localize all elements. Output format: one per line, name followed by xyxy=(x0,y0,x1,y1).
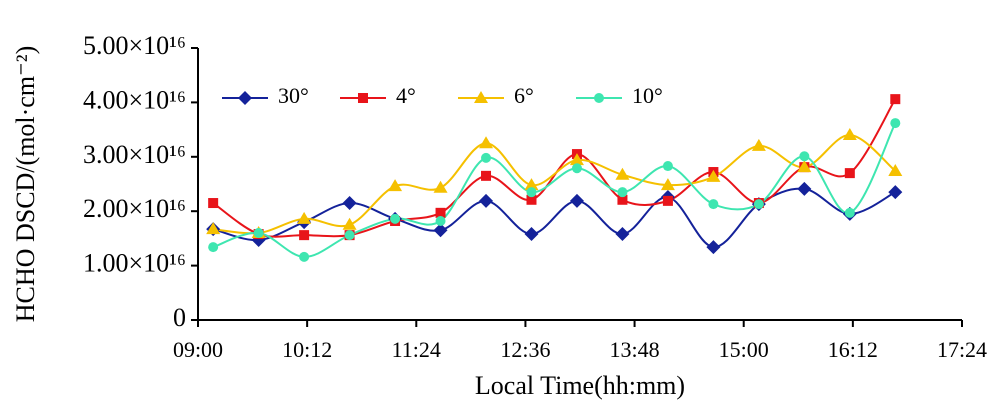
legend-label: 6° xyxy=(514,83,534,108)
y-tick-label: 4.00×10¹⁶ xyxy=(83,85,186,114)
x-tick-label: 09:00 xyxy=(173,337,223,362)
x-axis-label: Local Time(hh:mm) xyxy=(475,371,685,400)
data-point xyxy=(888,163,903,176)
data-point xyxy=(753,199,764,210)
y-tick-label: 1.00×10¹⁶ xyxy=(83,249,186,278)
series-line xyxy=(212,98,897,238)
legend-label: 4° xyxy=(396,83,416,108)
legend-label: 30° xyxy=(278,83,309,108)
data-point xyxy=(524,178,539,191)
data-point xyxy=(433,223,448,238)
data-point xyxy=(299,251,310,262)
data-point xyxy=(844,207,855,218)
data-point xyxy=(390,213,401,224)
data-point xyxy=(751,138,766,151)
data-point xyxy=(524,227,539,242)
data-point xyxy=(797,181,812,196)
data-point xyxy=(569,193,584,208)
data-point xyxy=(708,199,719,210)
data-point xyxy=(344,230,355,241)
data-point xyxy=(479,193,494,208)
legend-marker xyxy=(358,93,368,103)
legend-label: 10° xyxy=(632,83,663,108)
data-point xyxy=(890,118,901,129)
data-point xyxy=(299,230,310,241)
data-point xyxy=(388,179,403,192)
data-point xyxy=(435,215,446,226)
legend-marker xyxy=(238,91,252,105)
y-tick-label: 3.00×10¹⁶ xyxy=(83,140,186,169)
data-point xyxy=(433,180,448,193)
data-point xyxy=(662,195,673,206)
data-point xyxy=(662,161,673,172)
x-tick-label: 17:24 xyxy=(937,337,987,362)
x-tick-label: 12:36 xyxy=(500,337,550,362)
data-point xyxy=(526,187,537,198)
data-point xyxy=(342,196,357,211)
data-point xyxy=(208,242,219,253)
data-point xyxy=(481,170,492,181)
data-point xyxy=(206,222,221,235)
data-point xyxy=(615,227,630,242)
data-point xyxy=(342,217,357,230)
data-point xyxy=(481,152,492,163)
data-point xyxy=(617,187,628,198)
y-tick-label: 5.00×10¹⁶ xyxy=(83,31,186,60)
legend-marker xyxy=(594,93,604,103)
legend-marker xyxy=(474,91,488,103)
data-point xyxy=(297,211,312,224)
data-point xyxy=(888,185,903,200)
y-tick-label: 0 xyxy=(173,303,186,332)
data-point xyxy=(844,168,855,179)
x-tick-label: 16:12 xyxy=(828,337,878,362)
series-line xyxy=(212,187,896,249)
data-point xyxy=(615,167,630,180)
data-point xyxy=(253,227,264,238)
data-point xyxy=(660,178,675,191)
data-point xyxy=(799,151,810,162)
data-point xyxy=(435,207,446,218)
x-tick-label: 15:00 xyxy=(719,337,769,362)
data-point xyxy=(479,136,494,149)
data-point xyxy=(208,198,219,209)
data-point xyxy=(842,128,857,141)
y-tick-label: 2.00×10¹⁶ xyxy=(83,194,186,223)
data-point xyxy=(706,240,721,255)
x-tick-label: 10:12 xyxy=(282,337,332,362)
x-tick-label: 13:48 xyxy=(610,337,660,362)
data-point xyxy=(890,94,901,105)
data-point xyxy=(569,153,584,166)
data-point xyxy=(706,169,721,182)
data-point xyxy=(617,194,628,205)
data-point xyxy=(797,160,812,173)
x-tick-label: 11:24 xyxy=(392,337,441,362)
data-point xyxy=(571,163,582,174)
series-line xyxy=(213,134,896,235)
data-point xyxy=(526,194,537,205)
y-axis-label: HCHO DSCD/(mol·cm⁻²) xyxy=(11,46,40,322)
